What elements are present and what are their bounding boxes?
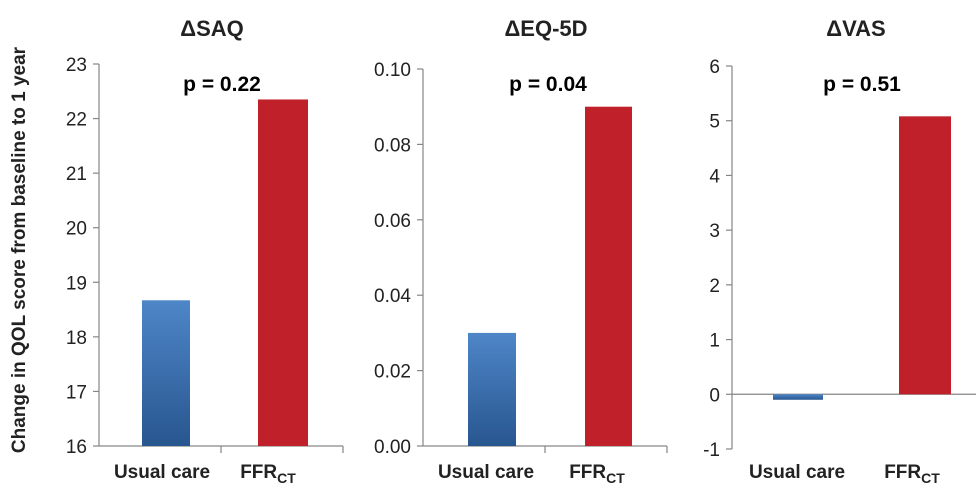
category-subscript: CT [921, 470, 940, 486]
y-tick-label: 0.06 [374, 211, 411, 232]
chart-panel-2: ΔEQ-5D p = 0.04 0.00 0.02 0.04 0.06 0.08 0.10 Us… [374, 16, 668, 486]
bar-ffrct [899, 116, 951, 395]
y-tick-label: 0.08 [374, 135, 411, 156]
bar-usual-care [142, 300, 190, 446]
bar-usual-care [773, 394, 823, 400]
chart-title: ΔSAQ [180, 16, 244, 41]
category-main: Usual care [114, 462, 210, 483]
category-subscript: CT [277, 470, 296, 486]
chart-panel-3: ΔVAS p = 0.51 -1 0 1 2 3 4 5 6 Usual care FFRCT [703, 16, 976, 486]
p-value-annotation: p = 0.22 [183, 73, 261, 96]
y-tick-label: 23 [66, 55, 87, 76]
y-tick-label: 19 [66, 273, 87, 294]
y-tick-label: 17 [66, 382, 87, 403]
y-tick-label: 6 [709, 57, 720, 78]
chart-title: ΔEQ-5D [504, 16, 587, 41]
category-subscript: CT [606, 470, 625, 486]
y-tick-label: 16 [66, 437, 87, 458]
x-category-label: FFRCT [240, 462, 296, 486]
category-main: FFR [884, 462, 921, 483]
bar-ffrct [585, 106, 632, 446]
y-tick-label: 18 [66, 328, 87, 349]
y-tick-label: 21 [66, 164, 87, 185]
category-main: FFR [240, 462, 277, 483]
y-tick-label: 2 [709, 276, 720, 297]
x-category-label: FFRCT [884, 462, 940, 486]
y-tick-label: 0 [709, 385, 720, 406]
x-category-label: Usual care [438, 462, 534, 483]
y-tick-label: 0.00 [374, 437, 411, 458]
p-value-annotation: p = 0.51 [823, 73, 901, 96]
y-tick-label: 0.04 [374, 286, 411, 307]
y-tick-label: 3 [709, 221, 720, 242]
bar-ffrct [258, 99, 308, 446]
x-category-label: FFRCT [569, 462, 625, 486]
x-category-label: Usual care [749, 462, 845, 483]
y-tick-label: 1 [709, 331, 720, 352]
y-tick-label: 5 [709, 112, 720, 133]
y-tick-label: 22 [66, 110, 87, 131]
p-value-annotation: p = 0.04 [509, 73, 587, 96]
bar-usual-care [468, 332, 516, 446]
category-main: Usual care [438, 462, 534, 483]
y-tick-label: 4 [709, 166, 720, 187]
category-main: Usual care [749, 462, 845, 483]
chart-title: ΔVAS [826, 16, 885, 41]
chart-panel-1: ΔSAQ p = 0.22 16 17 18 19 20 21 22 23 Usual care FF… [66, 16, 344, 486]
x-category-label: Usual care [114, 462, 210, 483]
category-main: FFR [569, 462, 606, 483]
y-tick-label: 0.02 [374, 362, 411, 383]
y-tick-label: 20 [66, 219, 87, 240]
y-tick-label: 0.10 [374, 60, 411, 81]
y-tick-label: -1 [703, 440, 720, 461]
